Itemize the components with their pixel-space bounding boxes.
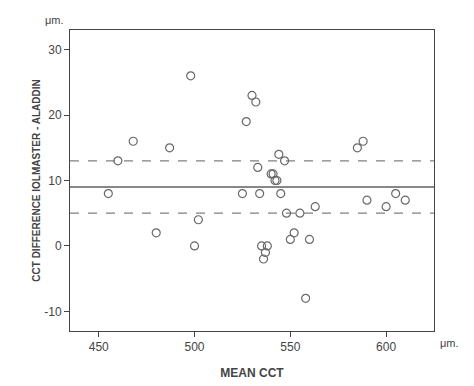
- svg-text:450: 450: [89, 340, 109, 354]
- svg-text:550: 550: [280, 340, 300, 354]
- svg-text:600: 600: [376, 340, 396, 354]
- svg-text:CCT DIFFERENCE IOLMASTER - ALA: CCT DIFFERENCE IOLMASTER - ALADDIN: [31, 79, 42, 281]
- svg-text:20: 20: [48, 108, 62, 122]
- svg-text:500: 500: [185, 340, 205, 354]
- svg-text:μm.: μm.: [45, 14, 64, 26]
- svg-text:30: 30: [48, 43, 62, 57]
- svg-text:10: 10: [48, 174, 62, 188]
- svg-text:μm.: μm.: [440, 337, 459, 349]
- svg-text:0: 0: [55, 239, 62, 253]
- svg-text:-10: -10: [44, 305, 62, 319]
- svg-text:MEAN CCT: MEAN CCT: [220, 366, 284, 380]
